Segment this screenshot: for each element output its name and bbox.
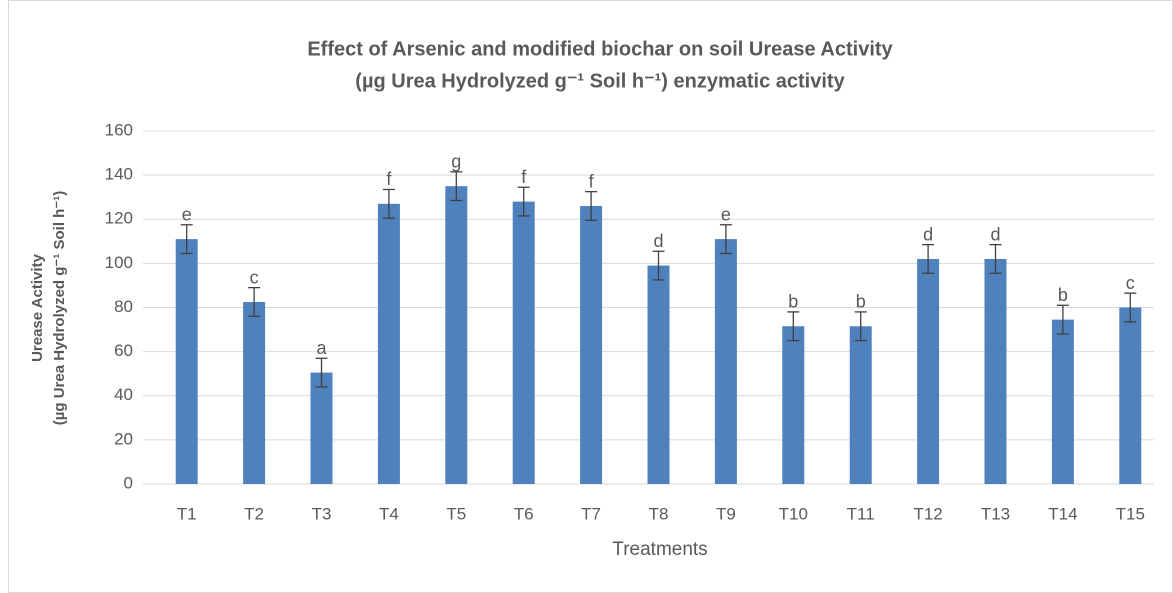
x-tick-label: T10: [779, 504, 808, 523]
significance-letter: f: [521, 167, 527, 187]
significance-letter: f: [386, 169, 392, 189]
x-tick-label: T9: [716, 504, 736, 523]
y-tick-label: 40: [114, 385, 133, 404]
y-tick-label: 160: [105, 120, 133, 139]
x-tick-label: T5: [446, 504, 466, 523]
significance-letter: a: [316, 338, 327, 358]
bar: [512, 201, 535, 484]
y-tick-label: 0: [124, 473, 133, 492]
significance-letter: d: [653, 231, 663, 251]
y-axis-label: Urease Activity: [29, 253, 46, 361]
x-tick-label: T2: [244, 504, 264, 523]
significance-letter: e: [182, 205, 192, 225]
bar: [175, 239, 198, 484]
x-tick-label: T8: [649, 504, 669, 523]
significance-letter: e: [721, 205, 731, 225]
y-tick-label: 140: [105, 165, 133, 184]
bar: [310, 372, 333, 484]
significance-letter: b: [856, 292, 866, 312]
bar: [377, 203, 400, 484]
bar: [782, 326, 805, 484]
y-tick-label: 80: [114, 297, 133, 316]
x-tick-label: T4: [379, 504, 399, 523]
chart-title: (µg Urea Hydrolyzed g⁻¹ Soil h⁻¹) enzyma…: [355, 70, 845, 92]
significance-letter: g: [451, 152, 461, 172]
chart-title: Effect of Arsenic and modified biochar o…: [307, 38, 893, 60]
significance-letter: f: [589, 171, 595, 191]
x-tick-label: T6: [514, 504, 534, 523]
bar: [917, 258, 940, 484]
bar: [1119, 307, 1142, 484]
bar: [1051, 319, 1074, 484]
bar: [647, 265, 670, 484]
x-tick-label: T13: [981, 504, 1010, 523]
significance-letter: b: [1058, 285, 1068, 305]
x-tick-label: T14: [1048, 504, 1077, 523]
y-tick-label: 120: [105, 209, 133, 228]
x-tick-label: T7: [581, 504, 601, 523]
y-axis-label: (µg Urea Hydrolyzed g⁻¹ Soil h⁻¹): [51, 191, 68, 426]
significance-letter: d: [923, 224, 933, 244]
x-tick-label: T12: [913, 504, 942, 523]
bar: [243, 301, 266, 484]
significance-letter: b: [788, 292, 798, 312]
bar: [445, 186, 468, 484]
significance-letter: c: [1126, 273, 1135, 293]
bar: [714, 239, 737, 484]
bar: [580, 206, 603, 484]
x-tick-label: T11: [847, 504, 875, 523]
y-tick-label: 100: [105, 253, 133, 272]
x-tick-label: T1: [177, 504, 197, 523]
significance-letter: d: [990, 224, 1000, 244]
x-tick-label: T15: [1116, 504, 1145, 523]
bar: [849, 326, 872, 484]
bar: [984, 258, 1007, 484]
x-tick-label: T3: [312, 504, 332, 523]
significance-letter: c: [250, 267, 259, 287]
x-axis-label: Treatments: [612, 539, 707, 560]
y-tick-label: 60: [114, 341, 133, 360]
y-tick-label: 20: [114, 429, 133, 448]
